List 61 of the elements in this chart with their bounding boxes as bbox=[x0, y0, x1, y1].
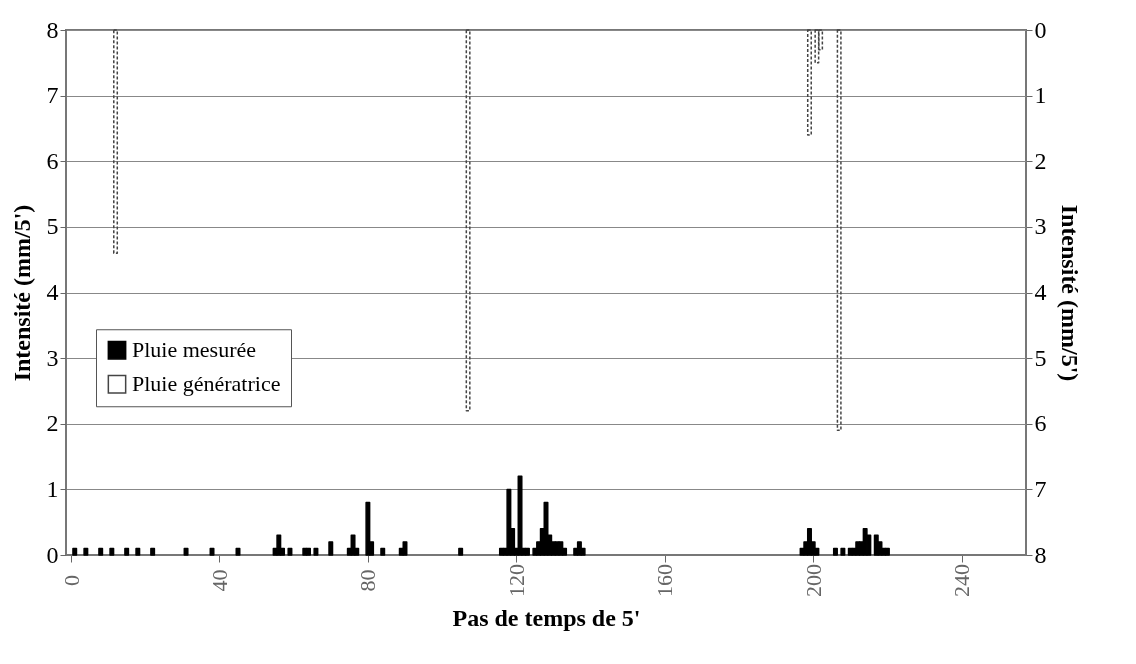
bar bbox=[465, 29, 471, 412]
bar bbox=[380, 547, 386, 556]
y-tick-label: 3 bbox=[46, 344, 59, 371]
bar bbox=[832, 547, 838, 556]
x-tick-label: 200 bbox=[800, 564, 826, 597]
y2-tick-label: 2 bbox=[1034, 147, 1047, 174]
bar bbox=[235, 547, 241, 556]
y-tick-label: 2 bbox=[46, 410, 59, 437]
bar bbox=[135, 547, 141, 556]
y2-tick-label: 0 bbox=[1034, 16, 1047, 43]
y2-tick-label: 1 bbox=[1034, 82, 1047, 109]
x-tick-label: 120 bbox=[503, 564, 529, 597]
bar bbox=[836, 29, 842, 432]
x-tick-label: 160 bbox=[652, 564, 678, 597]
x-tick-label: 40 bbox=[206, 569, 232, 592]
y-tick-label: 0 bbox=[46, 541, 59, 568]
bar bbox=[506, 488, 512, 556]
y2-tick-label: 7 bbox=[1034, 475, 1047, 502]
bar bbox=[840, 547, 846, 556]
bar bbox=[365, 501, 371, 556]
legend-label: Pluie mesurée bbox=[132, 337, 257, 363]
legend-label: Pluie génératrice bbox=[132, 371, 281, 397]
bar bbox=[109, 547, 115, 556]
bar bbox=[517, 475, 523, 556]
bar bbox=[209, 547, 215, 556]
bar bbox=[276, 534, 282, 556]
y2-tick-label: 8 bbox=[1034, 541, 1047, 568]
bar bbox=[306, 547, 311, 556]
bar bbox=[402, 541, 408, 556]
x-tick-label: 80 bbox=[355, 569, 381, 592]
y-tick-label: 1 bbox=[46, 475, 59, 502]
bar bbox=[806, 29, 812, 136]
bar bbox=[113, 29, 119, 254]
bar bbox=[814, 29, 820, 64]
y-tick-label: 6 bbox=[46, 147, 59, 174]
bar bbox=[558, 541, 564, 556]
y2-tick-label: 6 bbox=[1034, 410, 1047, 437]
bar bbox=[98, 547, 104, 556]
bar bbox=[328, 541, 334, 556]
bar bbox=[83, 547, 89, 556]
y-tick-label: 8 bbox=[46, 16, 59, 43]
bar bbox=[458, 547, 464, 556]
y2-tick-label: 5 bbox=[1034, 344, 1047, 371]
bar bbox=[287, 547, 293, 556]
y-axis-title: Intensité (mm/5') bbox=[8, 204, 35, 382]
y-tick-label: 5 bbox=[46, 213, 59, 240]
x-tick-label: 0 bbox=[58, 575, 84, 586]
bar bbox=[313, 547, 319, 556]
bar bbox=[183, 547, 189, 556]
bar bbox=[576, 541, 582, 556]
y-tick-label: 7 bbox=[46, 82, 59, 109]
y2-tick-label: 3 bbox=[1034, 213, 1047, 240]
bar bbox=[150, 547, 156, 556]
bar bbox=[124, 547, 130, 556]
x-axis-title: Pas de temps de 5' bbox=[452, 605, 641, 631]
y2-tick-label: 4 bbox=[1034, 279, 1047, 305]
y-tick-label: 4 bbox=[46, 279, 59, 305]
bar bbox=[72, 547, 78, 556]
y2-axis-title: Intensité (mm/5') bbox=[1056, 204, 1083, 382]
x-tick-label: 240 bbox=[949, 564, 975, 597]
bar bbox=[806, 528, 812, 556]
